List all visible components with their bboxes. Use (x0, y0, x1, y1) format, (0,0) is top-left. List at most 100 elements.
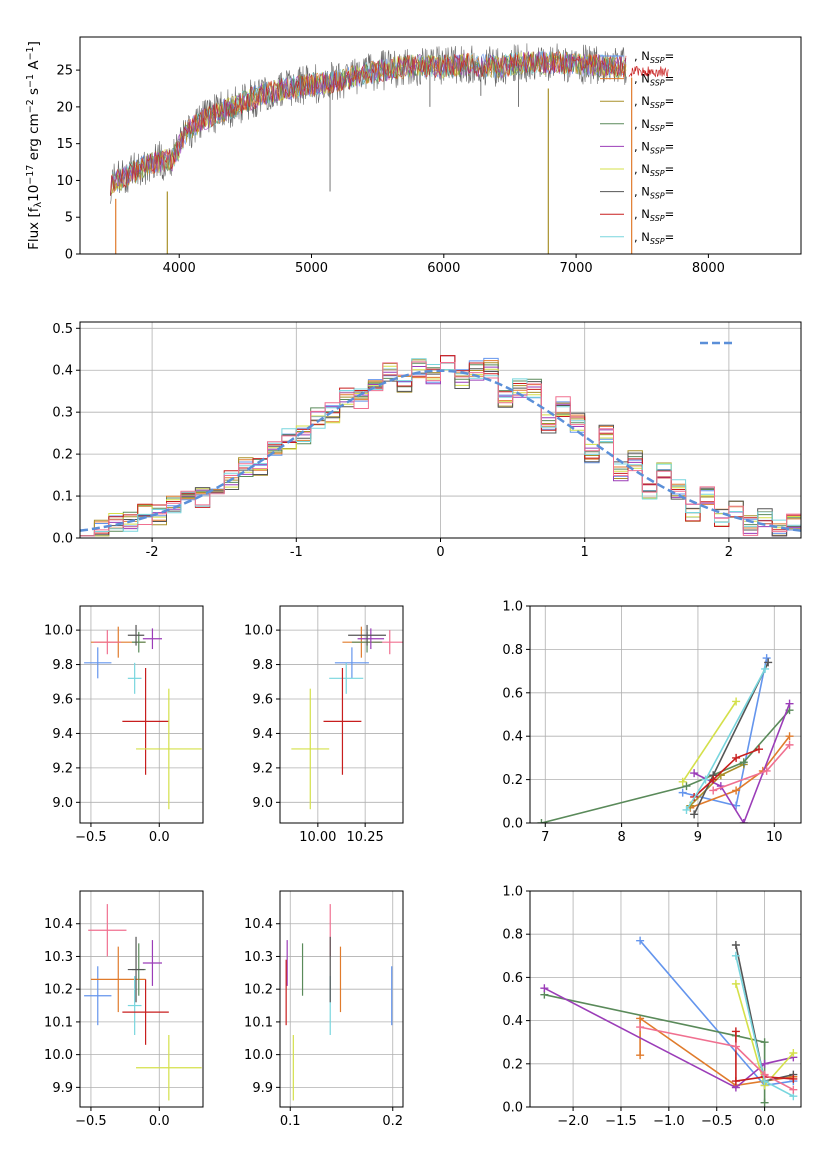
legend-eq: = (665, 230, 675, 244)
y-tick-label: 9.0 (52, 796, 73, 811)
legend-sep: , N (634, 185, 650, 199)
axes-box (79, 36, 802, 255)
axes-frame: 10.00 10.25 9.0 9.2 9.4 9.6 9.8 10.0 (244, 605, 404, 845)
x-tick-label: 9 (694, 830, 702, 845)
weight-marker (678, 777, 687, 786)
y-tick-label: 10.4 (244, 917, 273, 932)
panel-mass-vs-Z: −0.5 0.0 9.9 10.0 10.1 10.2 10.3 10.4 (44, 890, 204, 1129)
x-tick-label: 5000 (295, 261, 328, 276)
weight-marker (732, 697, 741, 706)
plot-area (84, 624, 202, 810)
weight-marker (755, 745, 764, 754)
x-tick-label: 6000 (427, 261, 460, 276)
x-tick-label: 10 (766, 830, 783, 845)
y-tick-label: 9.2 (252, 761, 273, 776)
panel-weight-vs-age: 7 8 9 10 0.0 0.2 0.4 0.6 0.8 1.0 (502, 600, 802, 845)
axes-frame: −0.5 0.0 9.9 10.0 10.1 10.2 10.3 10.4 (44, 890, 204, 1129)
legend-sub: SSP (650, 124, 665, 133)
legend-entry: , NSSP= (634, 162, 674, 178)
weight-marker (785, 740, 794, 749)
axes-frame: 4000 5000 6000 7000 8000 0 5 10 15 20 25 (56, 36, 802, 276)
weight-marker (785, 732, 794, 741)
y-axis-label-part: 10 (26, 185, 42, 202)
y-axis-label-part: Flux [f (26, 206, 42, 250)
y-tick-label: 0.3 (52, 406, 73, 421)
axes-frame: -2 -1 0 1 2 0.0 0.1 0.2 0.3 0.4 0.5 (52, 321, 802, 560)
y-tick-label: 10.0 (244, 624, 273, 639)
y-tick-label: 10.2 (244, 983, 273, 998)
x-tick-label: −1.0 (653, 1114, 685, 1129)
axes-frame: 0.1 0.2 9.9 10.0 10.1 10.2 10.3 10.4 (244, 890, 404, 1129)
plot-area (291, 624, 403, 810)
axes-box (529, 605, 802, 824)
weight-marker (731, 951, 740, 960)
legend-eq: = (665, 117, 675, 131)
weight-marker (690, 810, 699, 819)
plot-area (110, 43, 669, 254)
panel-residuals: -2 -1 0 1 2 0.0 0.1 0.2 0.3 0.4 0.5 (52, 321, 802, 560)
y-axis-label-part: −1 (25, 46, 36, 60)
y-tick-label: 0 (65, 248, 73, 263)
axes-box (79, 890, 204, 1108)
legend-entry: , NSSP= (634, 207, 674, 223)
plot-area (285, 904, 393, 1101)
x-tick-label: 4000 (163, 261, 196, 276)
legend-entry: , NSSP= (634, 230, 674, 246)
weight-marker (731, 979, 740, 988)
legend-sub: SSP (650, 169, 665, 178)
weight-marker (789, 1074, 798, 1083)
y-axis-label-part: erg cm (26, 113, 42, 164)
y-axis-label: Flux [fλ10−17 erg cm−2 s−1 A−1] (25, 41, 44, 250)
panel-age-vs-mass: 10.00 10.25 9.0 9.2 9.4 9.6 9.8 10.0 (244, 605, 404, 845)
y-tick-label: 10.0 (244, 1048, 273, 1063)
weight-marker (760, 1038, 769, 1047)
spectrum-line-salpeter-stelib (110, 51, 627, 196)
axes-box (79, 605, 204, 824)
legend-eq: = (665, 185, 675, 199)
axes-frame: −2.0 −1.5 −1.0 −0.5 0.0 0.0 0.2 0.4 0.6 0.8 1.0 (502, 885, 802, 1129)
weight-marker (636, 1023, 645, 1032)
weight-marker (731, 1077, 740, 1086)
weight-marker (732, 753, 741, 762)
weight-marker (789, 1085, 798, 1094)
y-tick-label: 0.4 (502, 730, 523, 745)
legend-eq: = (665, 72, 675, 86)
weight-marker (731, 941, 740, 949)
weight-marker (760, 1098, 769, 1107)
gaussian-curve (80, 369, 801, 532)
y-tick-label: 10 (56, 174, 73, 189)
y-tick-label: 9.4 (52, 727, 73, 742)
y-tick-label: 0.2 (502, 1057, 523, 1072)
x-tick-label: 0.1 (280, 1114, 301, 1129)
y-tick-label: 10.3 (44, 950, 73, 965)
legend-sep: , N (634, 230, 650, 244)
x-tick-label: −0.5 (701, 1114, 733, 1129)
y-axis-label-part: ] (26, 41, 42, 46)
y-tick-label: 10.1 (244, 1015, 273, 1030)
y-tick-label: 25 (56, 64, 73, 79)
y-tick-label: 10.4 (44, 917, 73, 932)
y-axis-label-part: −1 (25, 74, 36, 88)
y-tick-label: 1.0 (502, 600, 523, 615)
legend-eq: = (665, 94, 675, 108)
legend-sep: , N (634, 94, 650, 108)
legend-sep: , N (634, 139, 650, 153)
y-tick-label: 15 (56, 137, 73, 152)
legend-sep: , N (634, 72, 650, 86)
y-tick-label: 5 (65, 211, 73, 226)
axes-frame: 7 8 9 10 0.0 0.2 0.4 0.6 0.8 1.0 (502, 600, 802, 845)
weight-marker (682, 805, 691, 814)
y-tick-label: 9.6 (252, 693, 273, 708)
y-tick-label: 0.2 (502, 773, 523, 788)
weight-marker (537, 819, 546, 823)
x-tick-label: 0.0 (754, 1114, 775, 1129)
weight-line (693, 748, 760, 798)
x-tick-label: 0.2 (382, 1114, 403, 1129)
legend-sub: SSP (650, 237, 665, 246)
y-tick-label: 0.5 (52, 322, 73, 337)
y-axis-label-part: λ (33, 202, 44, 208)
weight-marker (764, 658, 773, 667)
legend-sep: , N (634, 162, 650, 176)
y-tick-label: 9.2 (52, 761, 73, 776)
